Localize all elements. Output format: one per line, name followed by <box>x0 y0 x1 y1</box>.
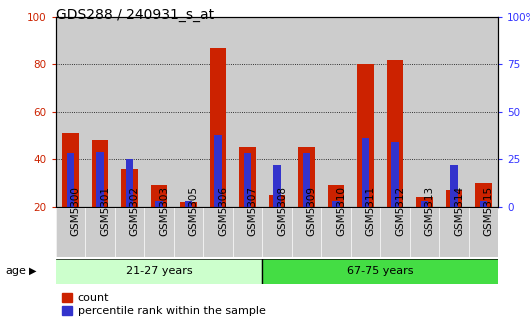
Text: GSM5312: GSM5312 <box>395 186 405 236</box>
Bar <box>303 154 310 207</box>
Bar <box>155 201 163 207</box>
Text: 67-75 years: 67-75 years <box>347 266 413 276</box>
Bar <box>439 17 469 207</box>
Text: ▶: ▶ <box>29 266 37 276</box>
Bar <box>210 48 226 207</box>
Bar <box>351 208 380 257</box>
Bar <box>203 208 233 257</box>
Bar <box>450 165 457 207</box>
Bar <box>410 17 439 207</box>
Bar <box>96 152 103 207</box>
Bar <box>126 159 133 207</box>
Bar <box>244 154 251 207</box>
Text: age: age <box>5 266 26 276</box>
Bar <box>174 208 203 257</box>
Bar <box>469 208 498 257</box>
Text: GSM5301: GSM5301 <box>100 186 110 236</box>
Bar <box>56 259 262 284</box>
Bar <box>262 208 292 257</box>
Text: GSM5306: GSM5306 <box>218 186 228 236</box>
Text: GSM5303: GSM5303 <box>159 186 169 236</box>
Bar <box>321 208 351 257</box>
Bar <box>480 201 487 207</box>
Bar <box>439 208 469 257</box>
Bar <box>85 208 114 257</box>
Text: GSM5305: GSM5305 <box>189 186 198 236</box>
Bar <box>214 134 222 207</box>
Text: GSM5311: GSM5311 <box>366 186 375 236</box>
Bar <box>292 208 321 257</box>
Text: GSM5307: GSM5307 <box>248 186 258 236</box>
Bar <box>144 208 174 257</box>
Bar <box>362 138 369 207</box>
Bar <box>328 185 344 207</box>
Text: 21-27 years: 21-27 years <box>126 266 192 276</box>
Bar <box>151 185 167 207</box>
Bar <box>185 201 192 207</box>
Text: GSM5300: GSM5300 <box>70 186 81 236</box>
Bar <box>203 17 233 207</box>
Bar <box>417 197 432 207</box>
Text: GSM5308: GSM5308 <box>277 186 287 236</box>
Text: GSM5302: GSM5302 <box>129 186 139 236</box>
Bar <box>56 208 85 257</box>
Bar <box>85 17 114 207</box>
Bar <box>233 208 262 257</box>
Bar <box>446 190 462 207</box>
Bar <box>351 17 380 207</box>
Text: GSM5313: GSM5313 <box>425 186 435 236</box>
Bar <box>262 259 498 284</box>
Bar <box>240 147 255 207</box>
Legend: count, percentile rank within the sample: count, percentile rank within the sample <box>61 292 267 317</box>
Bar <box>114 208 144 257</box>
Bar <box>387 59 403 207</box>
Bar <box>180 202 197 207</box>
Bar <box>421 201 428 207</box>
Bar <box>391 142 399 207</box>
Text: GDS288 / 240931_s_at: GDS288 / 240931_s_at <box>56 8 214 23</box>
Bar <box>475 183 491 207</box>
Bar <box>144 17 174 207</box>
Bar <box>67 154 74 207</box>
Bar <box>121 169 137 207</box>
Bar <box>262 17 292 207</box>
Bar <box>269 195 285 207</box>
Bar <box>380 17 410 207</box>
Bar <box>321 17 351 207</box>
Bar <box>357 64 374 207</box>
Text: GSM5314: GSM5314 <box>454 186 464 236</box>
Bar <box>292 17 321 207</box>
Bar <box>233 17 262 207</box>
Bar <box>63 133 78 207</box>
Text: GSM5309: GSM5309 <box>306 186 316 236</box>
Bar <box>380 208 410 257</box>
Bar <box>273 165 280 207</box>
Bar <box>92 140 108 207</box>
Bar <box>332 201 340 207</box>
Bar <box>469 17 498 207</box>
Bar <box>56 17 85 207</box>
Bar <box>410 208 439 257</box>
Bar <box>114 17 144 207</box>
Text: GSM5315: GSM5315 <box>483 186 493 236</box>
Text: GSM5310: GSM5310 <box>336 186 346 236</box>
Bar <box>174 17 203 207</box>
Bar <box>298 147 314 207</box>
